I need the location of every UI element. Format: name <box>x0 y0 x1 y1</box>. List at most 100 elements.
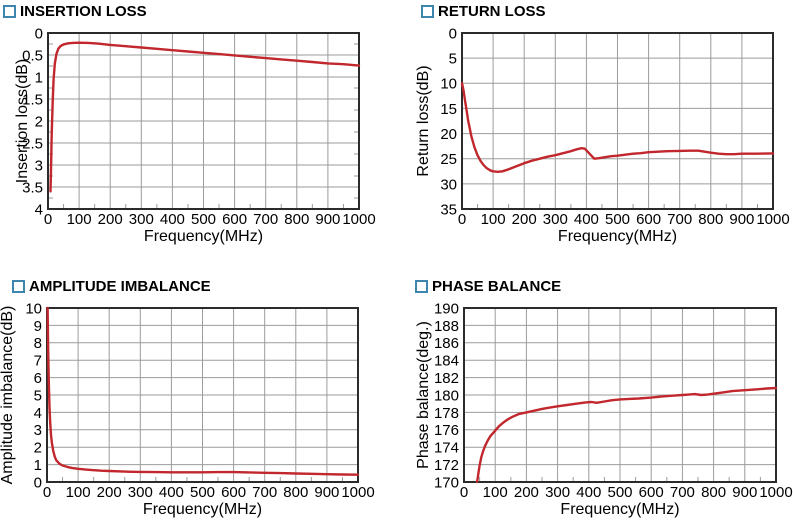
y-tick-label: 30 <box>440 176 457 193</box>
chart-header-return-loss: RETURN LOSS <box>421 2 546 20</box>
plot-border <box>46 307 359 483</box>
x-tick-label: 600 <box>221 484 246 501</box>
x-tick-label: 200 <box>512 211 537 228</box>
x-tick-label: 800 <box>698 211 723 228</box>
section-bullet-icon <box>12 279 25 293</box>
plot-border <box>461 32 774 210</box>
chart-header-phase-balance: PHASE BALANCE <box>415 277 562 295</box>
y-tick-label: 15 <box>440 101 457 118</box>
chart-header-insertion-loss: INSERTION LOSS <box>3 2 147 20</box>
y-tick-label: 5 <box>449 51 457 68</box>
y-tick-label: 178 <box>434 405 459 422</box>
y-tick-label: 184 <box>434 353 459 370</box>
x-tick-label: 800 <box>701 484 726 501</box>
x-tick-label: 100 <box>66 484 91 501</box>
x-tick-label: 400 <box>576 484 601 501</box>
y-tick-label: 7 <box>34 353 42 370</box>
amplitude-imbalance-chart: 0 100 200 300 400 500 600 700 800 900 1000 01234567… <box>0 300 375 518</box>
x-tick-label: 600 <box>636 211 661 228</box>
x-tick-label: 100 <box>481 211 506 228</box>
y-tick-label: 9 <box>34 318 42 335</box>
x-tick-label: 300 <box>128 484 153 501</box>
y-tick-label: 180 <box>434 387 459 404</box>
x-tick-label: 0 <box>44 211 52 228</box>
plot-border <box>463 307 777 483</box>
x-tick-label: 500 <box>191 211 216 228</box>
x-tick-label: 900 <box>315 211 340 228</box>
phase-balance-curve <box>475 386 778 484</box>
return-loss-chart: 0 100 200 300 400 500 600 700 800 900 1000 0 5 10 15 20… <box>415 25 790 245</box>
chart-title-insertion-loss: INSERTION LOSS <box>20 2 147 20</box>
y-tick-label: 188 <box>434 318 459 335</box>
y-tick-label: 176 <box>434 422 459 439</box>
section-bullet-icon <box>421 4 434 18</box>
y-tick-label: 2.5 <box>22 135 43 152</box>
x-tick-label: 400 <box>159 484 184 501</box>
y-tick-label: 1 <box>35 69 43 86</box>
y-tick-label: 174 <box>434 440 459 457</box>
y-tick-label: 182 <box>434 370 459 387</box>
x-axis-label: Frequency(MHz) <box>560 501 679 518</box>
panel-phase-balance: PHASE BALANCE 0 100 200 300 400 500 600 700 800 9… <box>397 261 793 522</box>
x-tick-label: 200 <box>98 211 123 228</box>
y-tick-label: 4 <box>34 405 42 422</box>
x-tick-label: 500 <box>607 484 632 501</box>
y-tick-label: 2 <box>35 113 43 130</box>
x-tick-label: 400 <box>574 211 599 228</box>
y-axis-label: Return loss(dB) <box>415 65 432 176</box>
y-tick-label: 186 <box>434 335 459 352</box>
x-axis-label: Frequency(MHz) <box>558 228 677 245</box>
chart-header-amplitude-imbalance: AMPLITUDE IMBALANCE <box>12 278 211 295</box>
panel-insertion-loss: INSERTION LOSS 0 100 200 300 400 500 600 700 800… <box>0 0 396 261</box>
x-tick-label: 200 <box>514 484 539 501</box>
y-tick-label: 5 <box>34 387 42 404</box>
y-tick-label: 8 <box>34 335 42 352</box>
x-tick-label: 800 <box>284 211 309 228</box>
chart-title-return-loss: RETURN LOSS <box>438 2 546 20</box>
insertion-loss-curve <box>49 41 361 193</box>
y-tick-label: 10 <box>25 300 42 317</box>
phase-balance-chart: 0 100 200 300 400 500 600 700 800 900 100017017217… <box>415 300 793 518</box>
y-tick-label: 0 <box>34 474 42 491</box>
x-tick-label: 1000 <box>341 484 374 501</box>
x-tick-label: 300 <box>129 211 154 228</box>
x-tick-label: 900 <box>732 484 757 501</box>
y-tick-label: 0.5 <box>22 47 43 64</box>
y-tick-label: 2 <box>34 440 42 457</box>
chart-title-phase-balance: PHASE BALANCE <box>432 277 562 295</box>
x-tick-label: 1000 <box>756 211 789 228</box>
section-bullet-icon <box>3 4 16 18</box>
y-tick-label: 20 <box>440 126 457 143</box>
y-axis-label: Insertion loss(dB) <box>14 59 31 184</box>
x-tick-label: 0 <box>43 484 51 501</box>
x-tick-label: 1000 <box>759 484 792 501</box>
x-tick-label: 0 <box>460 484 468 501</box>
x-axis-label: Frequency(MHz) <box>144 228 263 245</box>
y-tick-label: 10 <box>440 76 457 93</box>
y-tick-label: 172 <box>434 457 459 474</box>
panel-return-loss: RETURN LOSS 0 100 200 300 400 500 600 700 800 900… <box>397 0 793 261</box>
y-tick-label: 35 <box>440 201 457 218</box>
x-tick-label: 900 <box>314 484 339 501</box>
y-tick-label: 0 <box>449 25 457 42</box>
x-tick-label: 1000 <box>342 211 375 228</box>
panel-amplitude-imbalance: AMPLITUDE IMBALANCE 0 100 200 300 400 500 600 7… <box>0 261 396 522</box>
x-tick-label: 0 <box>458 211 466 228</box>
x-tick-label: 600 <box>639 484 664 501</box>
x-tick-label: 300 <box>543 211 568 228</box>
amplitude-imbalance-curve <box>46 306 360 476</box>
y-tick-label: 0 <box>35 25 43 42</box>
y-axis-label: Amplitude imbalance(dB) <box>0 306 16 485</box>
y-tick-label: 3 <box>35 157 43 174</box>
x-tick-label: 900 <box>729 211 754 228</box>
x-tick-label: 300 <box>545 484 570 501</box>
x-tick-label: 700 <box>667 211 692 228</box>
x-tick-label: 800 <box>283 484 308 501</box>
y-tick-label: 3 <box>34 422 42 439</box>
x-tick-label: 700 <box>670 484 695 501</box>
x-axis-label: Frequency(MHz) <box>143 501 262 518</box>
y-axis-label: Phase balance(deg.) <box>415 321 432 469</box>
x-tick-label: 500 <box>190 484 215 501</box>
x-tick-label: 500 <box>605 211 630 228</box>
y-tick-label: 4 <box>35 201 43 218</box>
